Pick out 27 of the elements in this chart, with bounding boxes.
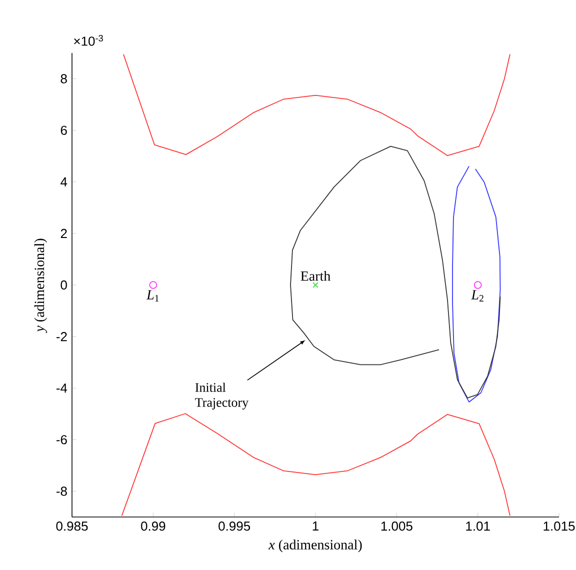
series-label: Earth <box>300 270 330 281</box>
y-tick-label: -6 <box>56 435 67 444</box>
series-label: L$_{1}$ <box>146 290 159 302</box>
y-tick-label: -4 <box>56 384 68 393</box>
x-axis-title: x (adimensional) <box>268 540 362 552</box>
x-tick-label: 1.015 <box>544 522 575 531</box>
y-axis-title: y (adimensional) <box>34 238 48 334</box>
y-tick-label: 6 <box>60 126 67 135</box>
x-tick-label: 1 <box>312 522 318 530</box>
y-tick-label: 0 <box>60 280 67 290</box>
line-series <box>290 146 501 398</box>
y-tick-label: 2 <box>60 228 67 238</box>
y-tick-label: -2 <box>56 332 67 342</box>
x-tick-label: 0.99 <box>141 522 166 531</box>
line-series <box>123 54 510 156</box>
y-tick-label: 8 <box>60 74 67 84</box>
line-series <box>121 413 510 516</box>
text: ×10$^{-3}$ <box>74 34 103 46</box>
x-tick-label: 1.01 <box>466 522 490 531</box>
line-series <box>452 166 501 402</box>
series-label: L$_{2}$ <box>471 290 484 302</box>
x-tick-label: 0.995 <box>218 522 250 531</box>
x-tick-label: 0.985 <box>56 522 88 531</box>
x-tick-label: 1.005 <box>381 522 412 531</box>
y-tick-label: -8 <box>56 486 67 496</box>
annotation: Initial Trajectory <box>195 382 249 410</box>
y-tick-label: 4 <box>60 177 68 186</box>
